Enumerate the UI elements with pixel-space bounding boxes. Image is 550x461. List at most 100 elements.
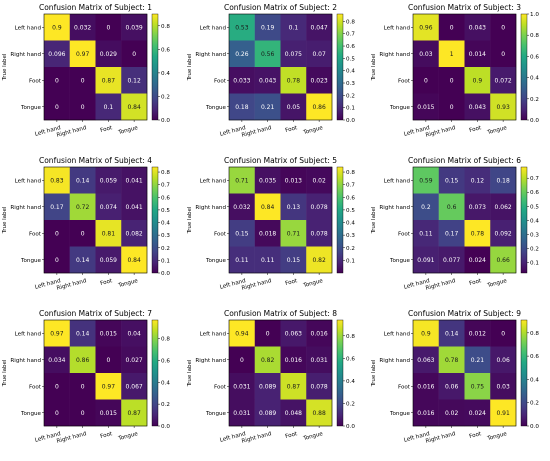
colorbar-tick-label: 0.8 <box>161 24 170 30</box>
colorbar-tick-label: 0.8 <box>161 337 170 343</box>
cell-label: 0.84 <box>127 104 141 111</box>
cell-label: 0.041 <box>126 204 143 211</box>
matrix-frame <box>43 13 148 121</box>
confusion-matrix-subject-8: Confusion Matrix of Subject: 8 0.94 0 0.063… <box>187 309 355 445</box>
matrix-frame <box>228 166 333 274</box>
colorbar <box>151 166 159 274</box>
matrix-frame <box>228 319 333 427</box>
cell-label: 0.091 <box>417 257 434 264</box>
matrix-cell <box>413 320 439 347</box>
cell-label: 0.016 <box>311 330 328 337</box>
colorbar <box>520 13 528 121</box>
cell-label: 0 <box>55 77 59 84</box>
cell-label: 0 <box>450 77 454 84</box>
cell-label: 0.06 <box>445 383 459 390</box>
matrix-cell <box>69 346 96 374</box>
cell-label: 0.17 <box>445 230 459 237</box>
cell-label: 0.016 <box>285 357 302 364</box>
matrix-cell <box>413 93 439 121</box>
cell-label: 0.26 <box>235 51 249 58</box>
cell-label: 0.11 <box>235 257 249 264</box>
matrix-cell <box>69 320 96 347</box>
matrix-cell <box>464 220 491 247</box>
matrix-frame <box>228 13 333 121</box>
cell-label: 0 <box>81 410 85 417</box>
cell-label: 0.15 <box>287 257 301 264</box>
matrix-cell <box>306 193 333 221</box>
y-tick-label: Tongue <box>20 258 42 264</box>
matrix-cell <box>413 346 439 374</box>
confusion-matrix-subject-7: Confusion Matrix of Subject: 7 0.97 0.14 0.… <box>2 309 170 445</box>
cell-label: 0.048 <box>285 410 302 417</box>
colorbar-tick-label: 0.4 <box>530 377 539 383</box>
y-tick-label: Left hand <box>200 25 227 31</box>
matrix-cell <box>438 320 465 347</box>
cell-label: 0.067 <box>126 383 143 390</box>
cell-label: 0.043 <box>469 104 486 111</box>
matrix-cell <box>229 320 255 347</box>
colorbar-tick-label: 0.7 <box>530 176 539 182</box>
cell-label: 0 <box>55 383 59 390</box>
cell-label: 0.53 <box>235 24 249 31</box>
matrix-cell <box>254 193 281 221</box>
cell-label: 0.023 <box>311 77 328 84</box>
matrix-cell <box>95 346 122 374</box>
y-tick-label: Tongue <box>20 411 42 417</box>
colorbar-tick-label: 0.6 <box>530 354 539 360</box>
x-tick-label: Right hand <box>56 125 88 139</box>
matrix-cell <box>413 193 439 221</box>
colorbar-tick-label: 0.0 <box>530 118 539 124</box>
cell-label: 0 <box>132 51 136 58</box>
y-tick-label: Left hand <box>15 178 42 184</box>
x-tick-label: Tongue <box>302 431 324 442</box>
cell-label: 0.078 <box>311 383 328 390</box>
x-tick-label: Foot <box>469 125 483 134</box>
y-tick-label: Right hand <box>195 52 226 58</box>
cell-label: 0.03 <box>419 51 433 58</box>
matrix-cell <box>44 399 70 427</box>
x-tick-label: Foot <box>285 278 299 287</box>
cell-label: 0.21 <box>471 357 485 364</box>
colorbar-tick-label: 0.3 <box>530 232 539 238</box>
matrix-cell <box>229 67 255 94</box>
matrix-cell <box>229 40 255 68</box>
matrix-cell <box>413 399 439 427</box>
colorbar-tick-label: 0.4 <box>530 76 539 82</box>
matrix-cell <box>280 220 307 247</box>
x-tick-label: Foot <box>100 431 114 440</box>
cell-label: 0.84 <box>261 204 275 211</box>
matrix-cell <box>306 346 333 374</box>
cell-label: 0.063 <box>285 330 302 337</box>
matrix-cell <box>44 373 70 400</box>
matrix-cell <box>438 67 465 94</box>
matrix-cell <box>95 373 122 400</box>
matrix-cell <box>490 399 517 427</box>
cell-label: 0 <box>81 230 85 237</box>
cell-label: 0.077 <box>443 257 460 264</box>
cell-label: 0.015 <box>100 410 117 417</box>
y-tick-label: Tongue <box>389 411 411 417</box>
cell-label: 0.013 <box>285 177 302 184</box>
cell-label: 0.078 <box>311 204 328 211</box>
matrix-cell <box>95 14 122 41</box>
cell-label: 0.033 <box>233 77 250 84</box>
cell-label: 0.56 <box>261 51 275 58</box>
matrix-cell <box>490 67 517 94</box>
colorbar-tick-label: 0.4 <box>346 221 355 227</box>
cell-label: 0.089 <box>259 383 276 390</box>
matrix-cell <box>254 246 281 274</box>
cell-label: 0.059 <box>100 257 117 264</box>
matrix-cell <box>254 220 281 247</box>
matrix-cell <box>121 93 148 121</box>
cell-label: 0.047 <box>311 24 328 31</box>
colorbar-tick-label: 0.3 <box>346 233 355 239</box>
cell-label: 0 <box>55 104 59 111</box>
cell-label: 0.66 <box>496 257 510 264</box>
colorbar-tick-label: 0.1 <box>161 258 170 264</box>
colorbar <box>336 13 344 121</box>
matrix-cell <box>280 320 307 347</box>
colorbar-tick-label: 0.6 <box>346 356 355 362</box>
matrix-cell <box>464 67 491 94</box>
matrix-cell <box>464 40 491 68</box>
cell-label: 0 <box>55 410 59 417</box>
